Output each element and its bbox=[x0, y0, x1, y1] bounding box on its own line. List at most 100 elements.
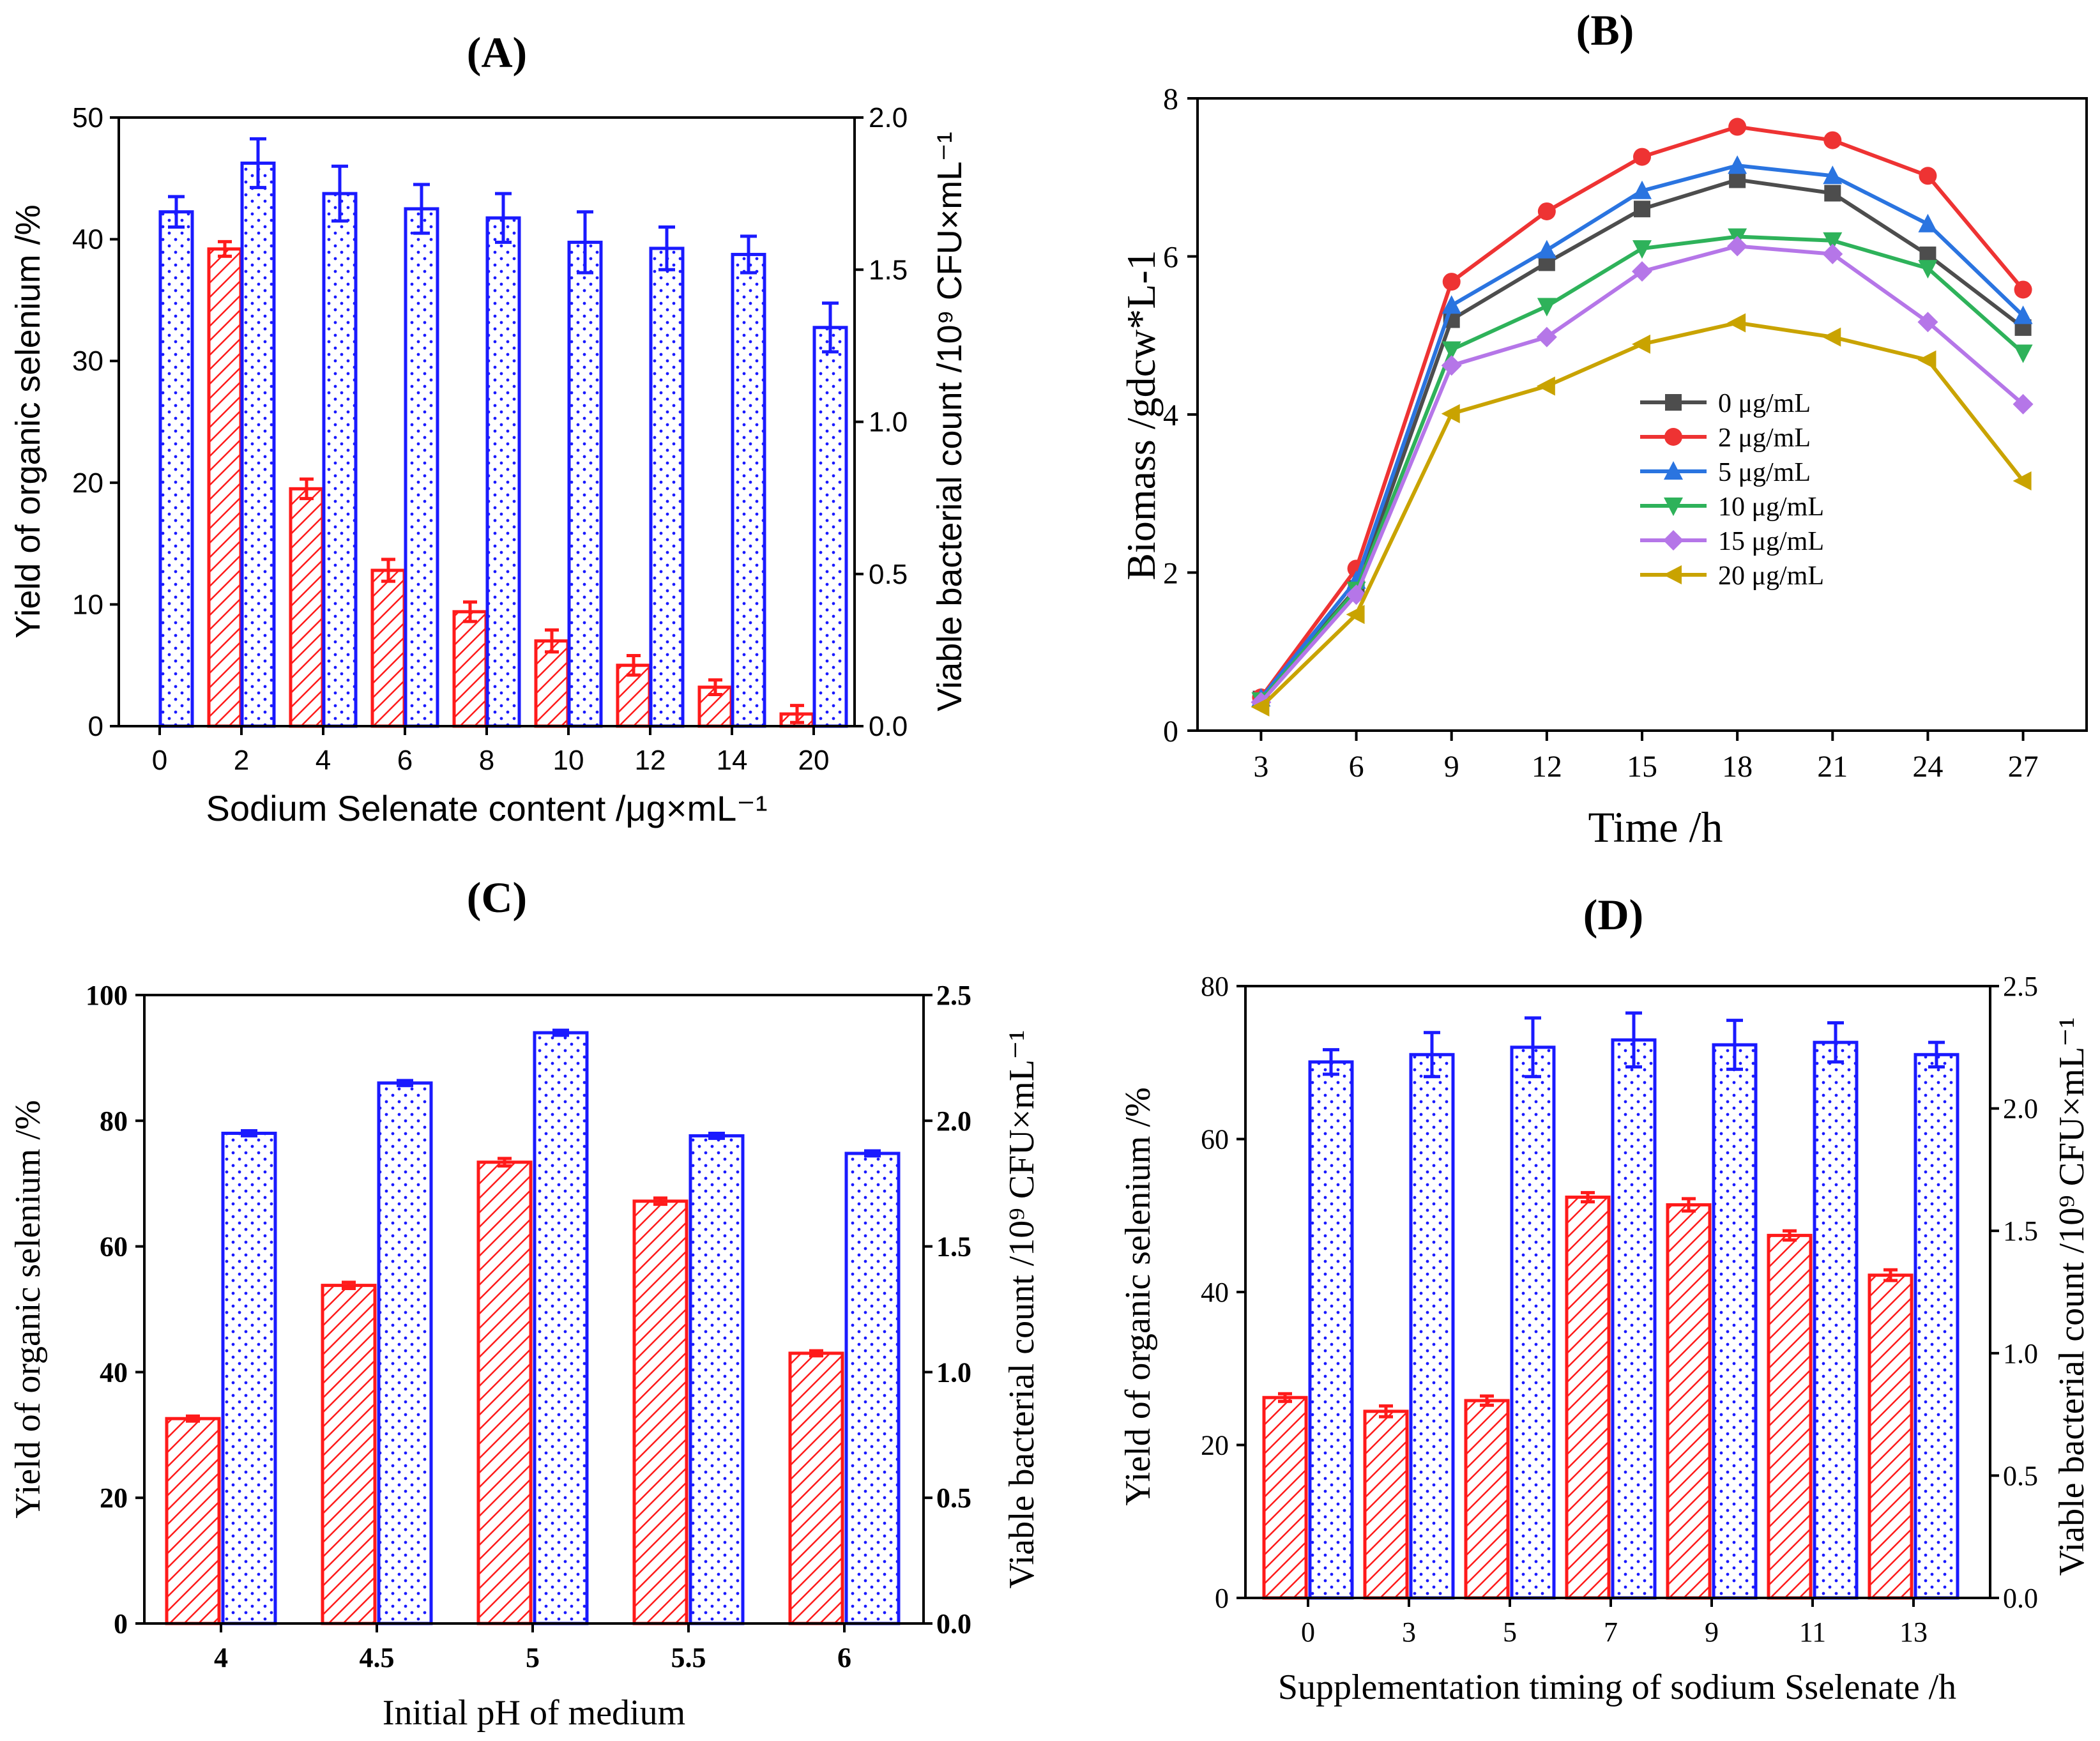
y2-tick-label: 0.5 bbox=[936, 1482, 971, 1514]
x-tick-label: 21 bbox=[1817, 750, 1848, 784]
marker-triangle-up bbox=[1728, 155, 1747, 174]
x-tick-label: 2 bbox=[234, 745, 249, 776]
x-tick-label: 5.5 bbox=[671, 1642, 706, 1673]
x-tick-label: 0 bbox=[1301, 1616, 1315, 1648]
marker-triangle-left bbox=[2013, 471, 2032, 490]
x-tick-label: 5 bbox=[1503, 1616, 1517, 1648]
viable-count-error-bar bbox=[708, 1131, 725, 1140]
marker-circle bbox=[2014, 280, 2032, 299]
yield-error-bar bbox=[300, 477, 314, 501]
yield-bar bbox=[1464, 1399, 1510, 1600]
viable-count-bar bbox=[1712, 1043, 1758, 1600]
marker-triangle-up bbox=[1823, 165, 1843, 185]
panel-a-label: (A) bbox=[467, 28, 527, 77]
viable-count-bar bbox=[377, 1081, 433, 1625]
yield-bar bbox=[476, 1160, 533, 1625]
legend-label: 15 μg/mL bbox=[1718, 527, 1824, 556]
panel-b-x-axis-label: Time /h bbox=[1588, 803, 1723, 851]
y-tick-label: 60 bbox=[100, 1231, 128, 1263]
y-tick-label: 0 bbox=[88, 711, 103, 742]
x-tick-label: 13 bbox=[1899, 1616, 1928, 1648]
y-tick-label: 20 bbox=[72, 468, 103, 499]
viable-count-error-bar bbox=[1928, 1040, 1945, 1068]
panel-a-y2-axis-label: Viable bacterial count /10⁹ CFU×mL⁻¹ bbox=[931, 132, 969, 711]
marker-circle bbox=[1442, 273, 1461, 291]
marker-diamond bbox=[1632, 261, 1652, 282]
marker-diamond bbox=[1536, 326, 1557, 347]
viable-count-error-bar bbox=[397, 1079, 413, 1088]
viable-count-error-bar bbox=[552, 1028, 569, 1037]
yield-bar bbox=[1868, 1273, 1914, 1600]
yield-bar bbox=[1666, 1203, 1712, 1600]
legend-label: 2 μg/mL bbox=[1718, 423, 1811, 453]
x-tick-label: 24 bbox=[1912, 750, 1943, 784]
viable-count-bar bbox=[240, 161, 276, 728]
viable-count-error-bar bbox=[1323, 1048, 1339, 1076]
x-tick-label: 4.5 bbox=[360, 1642, 395, 1673]
viable-count-error-bar bbox=[1525, 1016, 1541, 1079]
marker-square bbox=[1729, 171, 1746, 188]
yield-error-bar bbox=[186, 1414, 200, 1423]
y2-tick-label: 0.0 bbox=[2003, 1583, 2038, 1614]
marker-triangle-left bbox=[1632, 334, 1650, 354]
viable-count-bar bbox=[567, 240, 603, 728]
marker-circle bbox=[1537, 202, 1556, 220]
viable-count-error-bar bbox=[658, 225, 675, 271]
yield-error-bar bbox=[653, 1196, 667, 1206]
marker-triangle-down bbox=[2013, 344, 2033, 363]
marker-triangle-left bbox=[1346, 605, 1365, 625]
yield-error-bar bbox=[1783, 1229, 1797, 1242]
x-tick-label: 5 bbox=[526, 1642, 540, 1673]
panel-a-y-axis-label: Yield of organic selenium /% bbox=[9, 204, 47, 638]
y2-tick-label: 0.0 bbox=[869, 711, 908, 742]
yield-error-bar bbox=[809, 1349, 823, 1358]
marker-diamond bbox=[1917, 312, 1938, 333]
y2-tick-label: 1.5 bbox=[2003, 1215, 2038, 1247]
viable-count-error-bar bbox=[241, 1129, 257, 1137]
viable-count-bar bbox=[485, 216, 521, 728]
x-tick-label: 20 bbox=[798, 745, 830, 776]
viable-count-error-bar bbox=[250, 137, 266, 190]
y-tick-label: 0 bbox=[1215, 1583, 1229, 1614]
viable-count-bar bbox=[844, 1152, 901, 1625]
viable-count-bar bbox=[689, 1134, 745, 1625]
marker-triangle-left bbox=[1251, 697, 1270, 717]
panel-c-label: (C) bbox=[467, 873, 527, 922]
marker-circle bbox=[1823, 131, 1842, 149]
marker-circle bbox=[1919, 167, 1937, 185]
marker-diamond bbox=[1822, 243, 1843, 264]
panel-b-label: (B) bbox=[1576, 6, 1634, 54]
y-tick-label: 40 bbox=[100, 1357, 128, 1388]
y2-tick-label: 2.5 bbox=[936, 980, 971, 1011]
x-tick-label: 9 bbox=[1705, 1616, 1719, 1648]
yield-bar bbox=[370, 568, 406, 728]
marker-triangle-down bbox=[1537, 298, 1556, 317]
viable-count-error-bar bbox=[577, 210, 593, 275]
x-tick-label: 6 bbox=[397, 745, 413, 776]
marker-square bbox=[1824, 185, 1841, 202]
panel-d-y-axis-label: Yield of organic selenium /% bbox=[1118, 1087, 1158, 1505]
viable-count-bar bbox=[533, 1031, 589, 1625]
marker-diamond bbox=[1727, 236, 1748, 257]
viable-count-bar bbox=[158, 210, 194, 728]
yield-error-bar bbox=[342, 1281, 356, 1291]
x-tick-label: 3 bbox=[1402, 1616, 1416, 1648]
y-tick-label: 20 bbox=[1201, 1430, 1229, 1461]
y-tick-label: 10 bbox=[72, 589, 103, 620]
y2-tick-label: 0.0 bbox=[936, 1608, 971, 1639]
yield-error-bar bbox=[463, 600, 477, 623]
y-tick-label: 0 bbox=[114, 1608, 128, 1639]
y2-tick-label: 1.5 bbox=[936, 1231, 971, 1263]
panel-d-label: (D) bbox=[1583, 890, 1643, 939]
panel-d-y2-axis-label: Viable bacterial count /10⁹ CFU×mL⁻¹ bbox=[2052, 1017, 2092, 1576]
marker-diamond bbox=[2013, 393, 2034, 414]
series-line bbox=[1259, 244, 2025, 704]
y-tick-label: 80 bbox=[100, 1106, 128, 1137]
x-tick-label: 12 bbox=[1532, 750, 1562, 784]
viable-count-error-bar bbox=[413, 183, 430, 235]
yield-error-bar bbox=[708, 678, 722, 696]
panel-c-y2-axis-label: Viable bacterial count /10⁹ CFU×mL⁻¹ bbox=[1002, 1030, 1042, 1589]
marker-triangle-down bbox=[1632, 240, 1652, 259]
viable-count-bar bbox=[812, 326, 848, 728]
legend-label: 0 μg/mL bbox=[1718, 389, 1811, 418]
